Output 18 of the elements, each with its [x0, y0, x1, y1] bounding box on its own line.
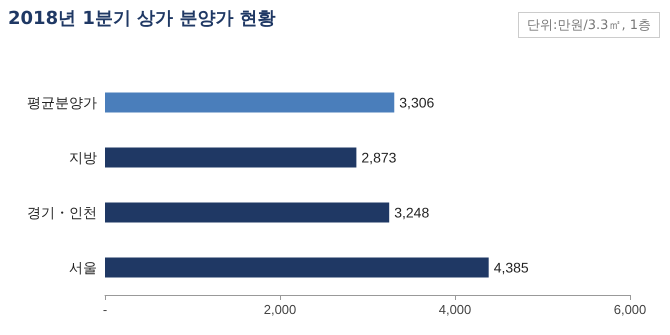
y-tick-label: 경기・인천 [27, 204, 97, 220]
bar [105, 258, 489, 278]
x-tick-label: 6,000 [614, 302, 646, 317]
y-tick-label: 지방 [69, 150, 97, 166]
data-label: 4,385 [494, 260, 529, 276]
x-tick-label: 4,000 [438, 302, 472, 317]
bar [105, 92, 394, 112]
x-tick-label: - [102, 302, 108, 317]
x-tick-label: 2,000 [264, 302, 296, 317]
bar [105, 202, 390, 222]
data-label: 3,306 [399, 94, 435, 110]
chart-title: 2018년 1분기 상가 분양가 현황 [8, 7, 276, 30]
data-label: 2,873 [361, 150, 397, 166]
bar [105, 148, 356, 168]
y-tick-label: 평균분양가 [27, 94, 97, 110]
y-tick-label: 서울 [69, 260, 97, 276]
data-label: 3,248 [394, 204, 430, 220]
chart-subtitle: 단위:만원/3.3㎡, 1층 [518, 12, 660, 38]
